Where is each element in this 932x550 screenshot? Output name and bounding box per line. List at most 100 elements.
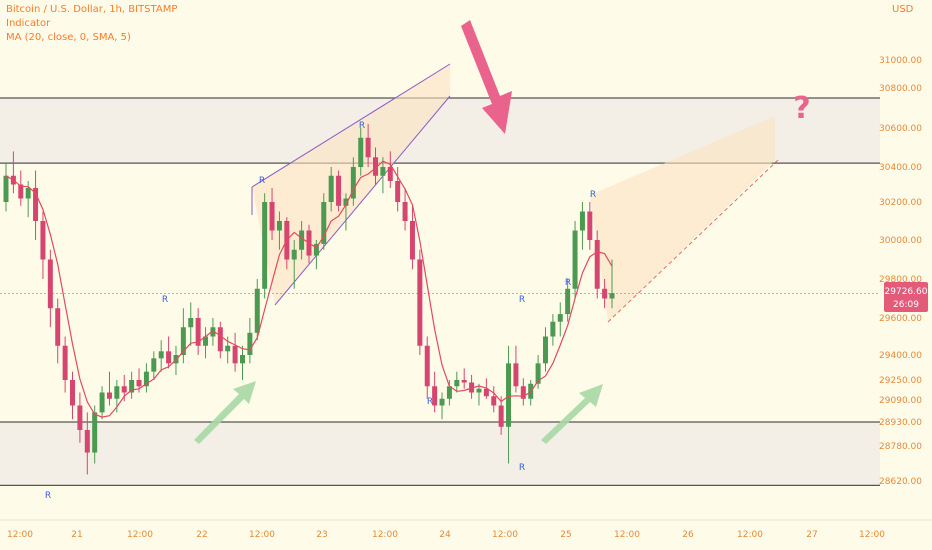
candle-body-17 [129,380,135,393]
y-tick-label: 28780.00 [879,442,922,452]
price-axis: 31000.00 30800.00 30600.00 30400.00 30200.00… [879,56,922,487]
candle-body-79 [587,211,593,240]
candle-body-20 [151,358,157,372]
candle-body-37 [276,221,282,231]
candle-body-52 [387,167,393,181]
currency-label: USD [892,4,914,15]
candle-body-13 [99,392,105,413]
candle-body-75 [557,314,563,322]
candle-body-68 [506,363,512,427]
y-tick-label: 30000.00 [879,236,922,246]
y-tick-label: 30400.00 [879,163,922,173]
x-tick-label: 24 [439,530,451,540]
candle-body-60 [446,386,452,399]
candle-body-33 [247,332,253,355]
up-arrow-right [541,384,603,444]
candle-body-4 [33,188,39,221]
candle-body-40 [299,230,305,250]
y-tick-label: 29090.00 [879,396,922,406]
r-marker-8: R [519,463,525,473]
candle-body-59 [439,398,445,406]
candle-body-49 [365,137,371,158]
candle-body-22 [166,351,172,364]
candle-body-30 [225,345,231,352]
candle-body-5 [40,221,46,260]
x-tick-label: 12:00 [859,530,885,540]
time-axis: 12:00 21 12:00 22 12:00 23 12:00 24 12:00 25 12:00… [0,519,932,540]
r-marker-7: R [590,190,596,200]
candle-body-18 [136,380,142,387]
candle-body-0 [3,175,9,202]
candle-body-70 [520,386,526,399]
candle-body-21 [158,351,164,359]
wedge-lower-line [274,95,451,306]
candle-body-82 [609,293,615,299]
candle-body-65 [483,388,489,397]
y-tick-label: 29250.00 [879,376,922,386]
candle-body-74 [550,321,556,337]
candle-body-80 [594,240,600,289]
x-tick-label: 23 [316,530,327,540]
candle-body-32 [239,355,245,364]
candle-body-66 [491,396,497,406]
candle-body-78 [579,211,585,231]
candle-body-53 [395,181,401,202]
candle-body-58 [432,386,438,406]
candle-body-39 [291,249,297,260]
countdown-value: 26:09 [893,300,919,310]
symbol-title: Bitcoin / U.S. Dollar, 1h, BITSTAMP [6,4,178,15]
last-price-value: 29726.60 [885,287,928,297]
candle-body-25 [188,318,194,328]
candle-body-35 [262,202,268,289]
x-tick-label: 26 [682,530,694,540]
x-tick-label: 12:00 [372,530,398,540]
candle-body-26 [195,318,201,346]
r-marker-3: R [45,491,51,501]
candle-body-69 [513,363,519,387]
candle-body-50 [373,157,379,176]
up-arrow-left [194,381,256,444]
y-tick-label: 29800.00 [879,275,922,285]
y-tick-label: 30800.00 [879,84,922,94]
candle-body-54 [402,202,408,221]
indicator-label: Indicator [6,18,51,29]
candle-body-12 [92,412,98,453]
candle-body-19 [143,371,149,387]
candle-body-10 [77,405,83,430]
candle-body-55 [409,221,415,260]
y-tick-label: 28620.00 [879,477,922,487]
candle-body-64 [476,388,482,393]
candle-body-14 [106,392,112,399]
last-price-tag: 29726.60 26:09 [884,282,928,312]
ma-layer [5,160,613,418]
last-price-tag-bg [884,282,928,312]
r-marker-2: R [359,121,365,131]
candle-body-3 [25,188,31,199]
r-marker-4: R [427,397,433,407]
x-tick-label: 12:00 [7,530,33,540]
candle-body-57 [424,345,430,387]
candle-body-36 [269,202,275,231]
candle-body-16 [121,386,127,393]
wedge-upper-line [251,63,451,188]
candle-body-9 [70,380,76,406]
candle-body-29 [217,327,223,352]
candle-body-42 [313,243,319,256]
candle-body-7 [55,308,61,346]
candle-body-77 [572,230,578,289]
down-arrow [461,20,512,134]
candle-body-48 [358,137,364,167]
candle-body-81 [602,288,608,299]
drawings-foreground: R R R R R R R R R [45,20,603,501]
candle-body-56 [417,259,423,346]
candle-body-46 [343,198,349,206]
candle-body-11 [84,430,90,453]
r-marker-6: R [565,278,571,288]
y-tick-label: 29400.00 [879,351,922,361]
candle-body-2 [18,184,24,199]
support-zone [0,422,880,486]
candle-body-6 [47,259,53,309]
candle-body-28 [210,327,216,337]
candle-body-43 [321,202,327,244]
